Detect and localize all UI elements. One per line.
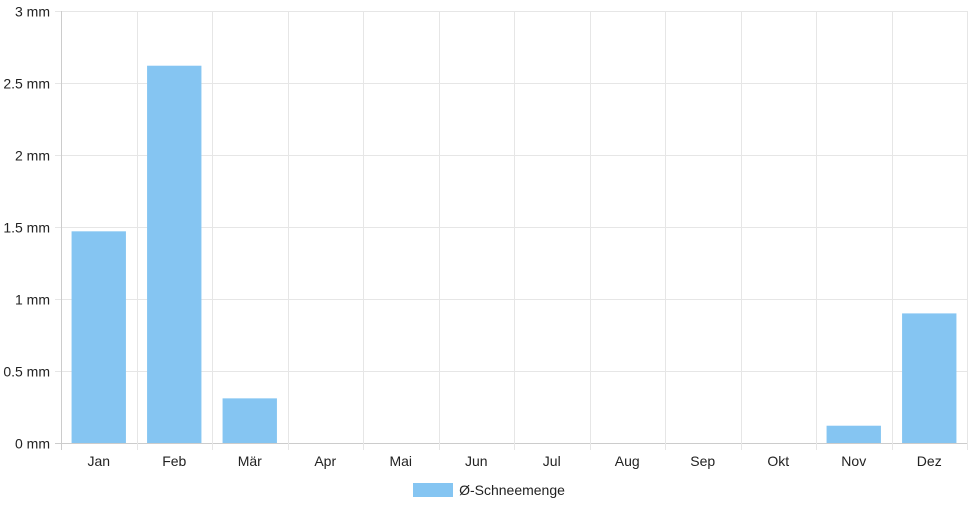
x-tick-label: Jul (543, 453, 561, 469)
x-tick-label: Sep (690, 453, 715, 469)
x-tick-label: Jan (87, 453, 110, 469)
x-tick-label: Dez (917, 453, 942, 469)
legend-swatch (413, 483, 454, 497)
bar-feb (147, 65, 202, 443)
bar-nov (826, 425, 881, 443)
bar-dez (902, 313, 957, 443)
axis-layer: 0 mm 0.5 mm 1 mm 1.5 mm 2 mm 2.5 mm 3 mm Jan Feb… (3, 4, 941, 470)
grid-layer (55, 11, 968, 450)
y-tick-label: 2.5 mm (3, 76, 50, 92)
x-tick-label: Aug (615, 453, 640, 469)
x-tick-label: Mär (238, 453, 262, 469)
x-tick-label: Mai (389, 453, 412, 469)
bar-layer (71, 65, 957, 443)
legend-label: Ø-Schneemenge (459, 482, 565, 498)
x-tick-label: Apr (314, 453, 336, 469)
x-tick-label: Jun (465, 453, 488, 469)
y-tick-label: 0 mm (15, 436, 50, 452)
y-tick-label: 2 mm (15, 148, 50, 164)
x-tick-label: Okt (767, 453, 789, 469)
y-tick-label: 3 mm (15, 4, 50, 20)
bar-jan (71, 231, 126, 443)
y-tick-label: 0.5 mm (3, 364, 50, 380)
legend[interactable]: Ø-Schneemenge (0, 478, 968, 502)
x-tick-label: Nov (841, 453, 866, 469)
bar-chart: 0 mm 0.5 mm 1 mm 1.5 mm 2 mm 2.5 mm 3 mm Jan Feb… (3, 4, 968, 470)
y-tick-label: 1 mm (15, 292, 50, 308)
y-tick-label: 1.5 mm (3, 220, 50, 236)
x-tick-label: Feb (162, 453, 186, 469)
bar-mär (222, 398, 277, 443)
